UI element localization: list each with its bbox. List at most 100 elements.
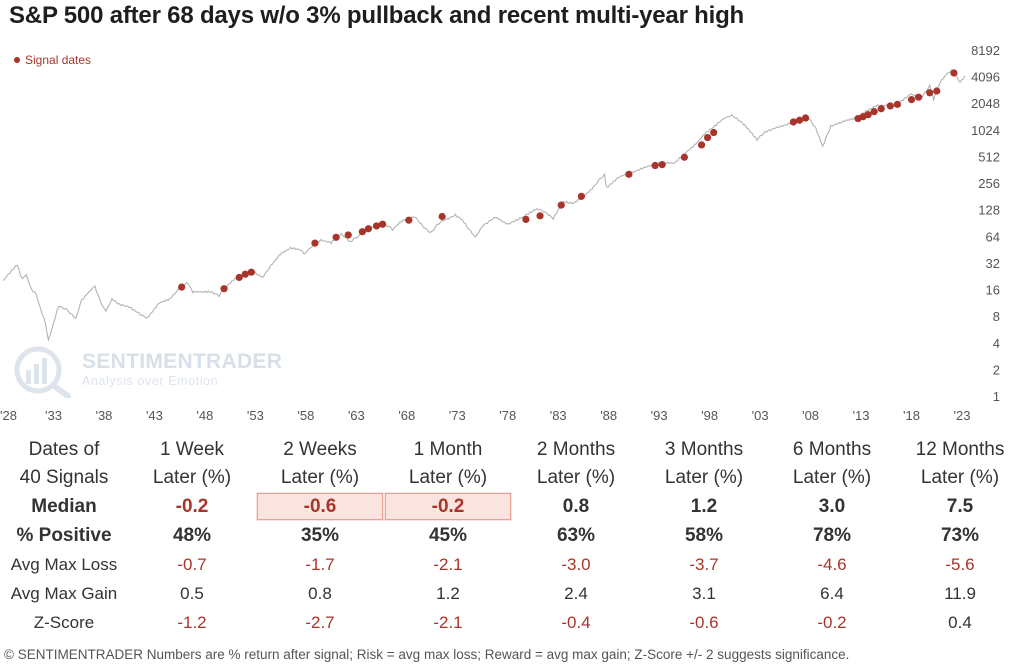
signal-point <box>378 220 387 228</box>
signal-point <box>536 212 544 220</box>
x-axis-labels: '28 '33 '38 '43 '48 '53 '58 '63 '68 '73 '78 '83 '88 '… <box>0 408 970 423</box>
table-cell: 0.8 <box>308 583 332 603</box>
signal-point <box>933 87 941 95</box>
signal-point <box>789 118 798 126</box>
legend: Signal dates <box>14 53 91 67</box>
x-tick-label: '03 <box>752 408 769 423</box>
watermark-tagline: Analysis over Emotion <box>82 374 219 388</box>
y-tick-label: 512 <box>978 149 1000 164</box>
y-tick-label: 2048 <box>971 96 1000 111</box>
signal-point <box>557 201 565 209</box>
table-row: Median -0.2 -0.6 -0.2 0.8 1.2 3.0 7.5 <box>0 492 1024 521</box>
legend-label: Signal dates <box>25 53 91 67</box>
statistics-table: Dates of 40 Signals 1 Week Later (%) 2 Weeks… <box>0 436 1024 637</box>
legend-marker <box>14 57 20 63</box>
table-cell: -2.1 <box>433 612 463 632</box>
plot-area <box>2 68 966 343</box>
signal-point <box>950 69 958 77</box>
signal-point <box>220 285 228 293</box>
table-cell: -0.6 <box>256 492 384 521</box>
x-tick-label: '48 <box>196 408 213 423</box>
footer-note: © SENTIMENTRADER Numbers are % return af… <box>4 647 850 662</box>
table-cell: 78% <box>812 524 852 546</box>
table-header-cell: 2 Weeks Later (%) <box>280 439 360 488</box>
table-cell: 3.1 <box>692 583 716 603</box>
x-tick-label: '83 <box>550 408 567 423</box>
signal-point <box>877 105 885 113</box>
signal-point <box>795 116 804 124</box>
x-tick-label: '18 <box>903 408 920 423</box>
sentimentrader-logo-icon <box>14 346 71 398</box>
signal-point <box>405 216 413 224</box>
chart-title: S&P 500 after 68 days w/o 3% pullback an… <box>9 2 745 29</box>
signal-point <box>241 270 249 278</box>
y-tick-label: 128 <box>978 203 1000 218</box>
x-tick-label: '98 <box>701 408 718 423</box>
x-tick-label: '93 <box>651 408 668 423</box>
y-axis-labels: 1 2 4 8 16 32 64 128 256 512 1024 2048 4096 8192 <box>971 43 1000 404</box>
table-cell: 48% <box>172 524 212 546</box>
table-cell: 7.5 <box>946 495 974 517</box>
signal-point <box>358 228 366 236</box>
x-tick-label: '63 <box>348 408 365 423</box>
signal-point <box>704 133 712 142</box>
x-tick-label: '73 <box>449 408 466 423</box>
table-cell: -2.7 <box>305 612 335 632</box>
y-tick-label: 64 <box>986 229 1000 244</box>
x-tick-label: '13 <box>853 408 870 423</box>
table-cell: 35% <box>300 524 340 546</box>
signal-point <box>235 273 243 282</box>
y-tick-label: 2 <box>993 362 1000 377</box>
signal-point <box>926 89 934 97</box>
table-cell: 45% <box>428 524 468 546</box>
table-cell: 2.4 <box>564 583 588 603</box>
table-header-cell: 1 Week Later (%) <box>152 439 232 488</box>
table-cell: 1.2 <box>690 495 718 517</box>
table-cell: -5.6 <box>945 554 975 574</box>
y-tick-label: 256 <box>978 176 1000 191</box>
signal-point <box>658 161 666 169</box>
y-tick-label: 4 <box>993 336 1000 351</box>
table-cell: 11.9 <box>944 583 976 603</box>
watermark-name: SENTIMENTRADER <box>82 350 283 373</box>
table-header-cell: 1 Month Later (%) <box>408 439 488 488</box>
signal-point <box>438 212 446 221</box>
table-cell: -0.2 <box>175 495 209 517</box>
table-header-label: Dates of 40 Signals <box>19 439 109 488</box>
x-tick-label: '78 <box>499 408 516 423</box>
signal-point <box>907 96 916 104</box>
x-tick-label: '43 <box>146 408 163 423</box>
signal-point <box>364 225 373 233</box>
table-cell: 1.2 <box>436 583 460 603</box>
table-cell: 3.0 <box>818 495 846 517</box>
x-tick-label: '88 <box>600 408 617 423</box>
table-header-cell: 3 Months Later (%) <box>664 439 744 488</box>
signal-point <box>178 283 186 291</box>
table-header-cell: 2 Months Later (%) <box>536 439 616 488</box>
y-tick-label: 32 <box>986 256 1000 271</box>
table-cell: 63% <box>556 524 596 546</box>
signal-point <box>870 108 878 116</box>
table-row: % Positive 48% 35% 45% 63% 58% 78% 73% <box>0 521 1024 550</box>
table-cell: -0.7 <box>177 554 207 574</box>
table-cell: -2.1 <box>433 554 463 574</box>
table-cell: -1.2 <box>177 612 207 632</box>
row-label: Avg Max Loss <box>10 554 118 574</box>
signal-point <box>247 268 255 276</box>
signal-point <box>914 93 923 101</box>
table-cell: -0.2 <box>817 612 847 632</box>
signal-point <box>893 100 901 108</box>
table-cell: -0.6 <box>689 612 719 632</box>
table-row: Avg Max Gain 0.5 0.8 1.2 2.4 3.1 6.4 11.9 <box>0 579 1024 608</box>
table-cell: 0.8 <box>562 495 590 517</box>
table-cell: 0.4 <box>948 612 972 632</box>
table-row: Avg Max Loss -0.7 -1.7 -2.1 -3.0 -3.7 -4.6 -5.6 <box>0 550 1024 579</box>
table-cell: -3.7 <box>689 554 719 574</box>
y-tick-label: 1024 <box>971 123 1000 138</box>
row-label: Median <box>31 495 97 517</box>
watermark: SENTIMENTRADER Analysis over Emotion <box>12 344 282 398</box>
y-tick-label: 16 <box>986 283 1000 298</box>
table-cell: -0.4 <box>561 612 591 632</box>
table-cell: 73% <box>940 524 980 546</box>
